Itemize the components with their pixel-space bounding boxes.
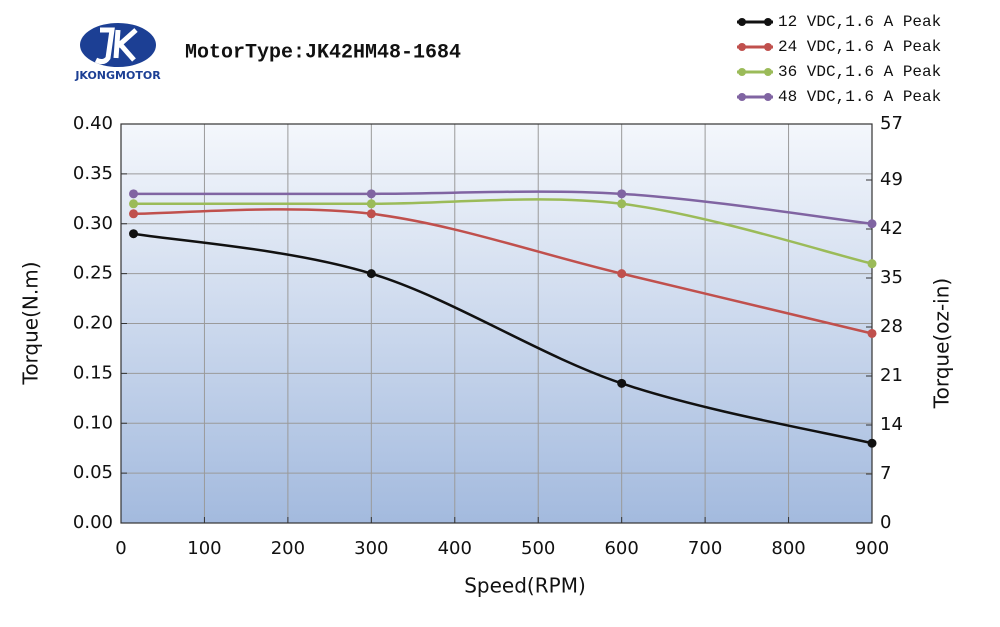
series-line — [133, 208, 873, 335]
legend-marker — [738, 93, 746, 101]
data-point — [366, 209, 376, 219]
x-tick-label: 500 — [521, 538, 555, 559]
y-tick-label: 0.00 — [73, 512, 113, 533]
legend-marker — [764, 68, 772, 76]
data-point — [129, 229, 139, 239]
y2-tick-label: 14 — [880, 414, 903, 435]
data-point — [867, 328, 877, 338]
y2-tick-label: 7 — [880, 463, 891, 484]
series-line — [133, 232, 873, 445]
data-point — [617, 189, 627, 199]
data-point — [617, 199, 627, 209]
y2-tick-label: 0 — [880, 512, 891, 533]
y-tick-label: 0.20 — [73, 313, 113, 334]
data-point — [617, 269, 627, 279]
logo: JKONGMOTOR — [74, 23, 161, 82]
y2-tick-label: 49 — [880, 169, 903, 190]
chart-title: MotorType:JK42HM48-1684 — [185, 41, 461, 64]
data-point — [867, 438, 877, 448]
logo-text: JKONGMOTOR — [74, 69, 161, 82]
y-axis-label: Torque(N.m) — [19, 261, 43, 385]
x-tick-label: 300 — [354, 538, 388, 559]
y-tick-label: 0.25 — [73, 263, 113, 284]
x-tick-label: 200 — [271, 538, 305, 559]
data-point — [366, 269, 376, 279]
legend-marker — [764, 18, 772, 26]
data-point — [129, 209, 139, 219]
legend-marker — [764, 43, 772, 51]
x-tick-label: 800 — [771, 538, 805, 559]
data-point — [366, 199, 376, 209]
y-tick-label: 0.40 — [73, 113, 113, 134]
legend-label: 24 VDC,1.6 A Peak — [778, 38, 941, 56]
legend-marker — [738, 68, 746, 76]
y2-tick-label: 28 — [880, 316, 903, 337]
data-point — [129, 189, 139, 199]
y-tick-label: 0.10 — [73, 412, 113, 433]
plot-frame — [120, 123, 873, 524]
y-tick-label: 0.35 — [73, 163, 113, 184]
data-point — [366, 189, 376, 199]
legend-marker — [738, 43, 746, 51]
y2-tick-label: 35 — [880, 267, 903, 288]
legend-label: 36 VDC,1.6 A Peak — [778, 63, 941, 81]
data-point — [617, 378, 627, 388]
y2-tick-label: 42 — [880, 218, 903, 239]
series-line — [133, 190, 873, 225]
x-axis-label: Speed(RPM) — [464, 574, 586, 598]
data-point — [867, 219, 877, 229]
y-tick-label: 0.15 — [73, 362, 113, 383]
legend-marker — [764, 93, 772, 101]
x-tick-label: 0 — [115, 538, 126, 559]
y-tick-label: 0.30 — [73, 213, 113, 234]
legend-label: 12 VDC,1.6 A Peak — [778, 13, 941, 31]
x-tick-label: 900 — [855, 538, 889, 559]
y2-axis-label: Torque(oz-in) — [930, 278, 954, 409]
y2-tick-label: 57 — [880, 113, 903, 134]
data-point — [129, 199, 139, 209]
legend-label: 48 VDC,1.6 A Peak — [778, 88, 941, 106]
data-point — [867, 259, 877, 269]
x-tick-label: 100 — [187, 538, 221, 559]
x-tick-label: 400 — [438, 538, 472, 559]
series-line — [133, 198, 873, 265]
y-tick-label: 0.05 — [73, 462, 113, 483]
legend-marker — [738, 18, 746, 26]
y2-tick-label: 21 — [880, 365, 903, 386]
x-tick-label: 700 — [688, 538, 722, 559]
x-tick-label: 600 — [604, 538, 638, 559]
